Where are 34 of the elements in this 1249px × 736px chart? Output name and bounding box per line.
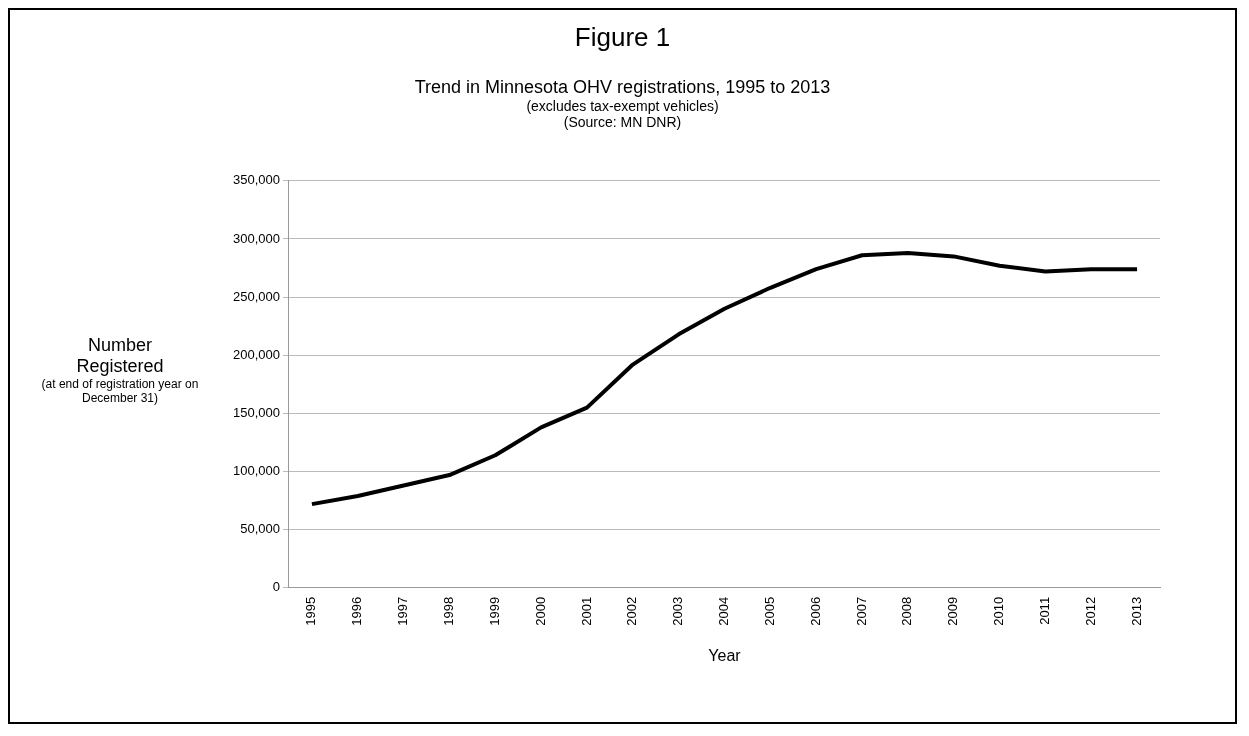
x-tick-label: 1995 xyxy=(303,596,319,626)
chart-title: Figure 1 xyxy=(573,22,672,53)
x-tick-label: 2006 xyxy=(807,596,823,626)
x-tick-label: 2005 xyxy=(761,596,777,626)
x-tick-label: 2001 xyxy=(578,596,594,626)
x-tick-label: 2007 xyxy=(853,596,869,626)
x-tick-label: 1997 xyxy=(395,596,411,626)
x-tick-label: 2003 xyxy=(670,596,686,626)
x-tick-label: 1996 xyxy=(349,596,365,626)
y-tick-label: 200,000 xyxy=(232,346,280,362)
x-tick-label: 2012 xyxy=(1082,596,1098,626)
x-tick-label: 2009 xyxy=(945,596,961,626)
y-tick-label: 150,000 xyxy=(232,405,280,420)
y-tick-label: 250,000 xyxy=(232,288,280,304)
text: (at end of registration year on December 31) xyxy=(40,377,200,405)
y-tick-label: 100,000 xyxy=(232,463,280,479)
x-tick-label: 2000 xyxy=(532,596,548,626)
y-tick-label: 50,000 xyxy=(240,521,280,537)
x-tick-label: 2008 xyxy=(899,596,915,626)
x-tick-label: 2011 xyxy=(1036,596,1052,625)
chart-subtitle: Trend in Minnesota OHV registrations, 1995 to 2013 xyxy=(413,77,832,98)
x-axis-title: Year xyxy=(708,646,742,664)
x-tick-label: 2010 xyxy=(991,596,1007,626)
x-tick-label: 2002 xyxy=(624,596,640,626)
x-tick-label: 1999 xyxy=(486,596,502,626)
x-tick-label: 2013 xyxy=(1128,596,1144,626)
y-tick-label: 350,000 xyxy=(232,172,280,188)
text: (Source: MN DNR) xyxy=(562,114,683,130)
x-tick-label: 2004 xyxy=(716,596,732,626)
x-tick-label: 1998 xyxy=(441,596,457,626)
y-tick-label: 300,000 xyxy=(232,230,280,246)
y-tick-label: 0 xyxy=(272,579,280,595)
text: (excludes tax-exempt vehicles) xyxy=(525,98,720,114)
y-axis-title: Number Registered xyxy=(75,335,165,377)
